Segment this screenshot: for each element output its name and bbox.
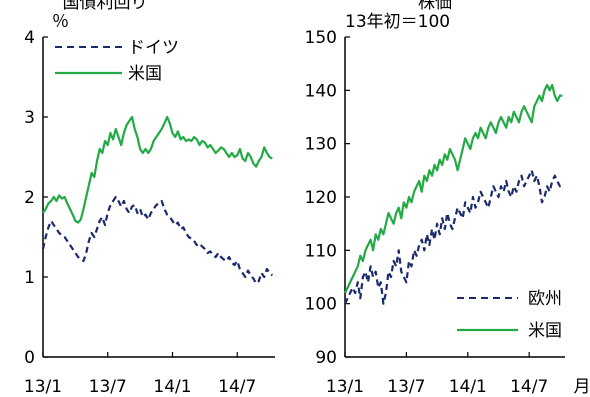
- stock-price-unit: 13年初＝100: [345, 12, 450, 32]
- x-tick-label: 14/7: [510, 377, 548, 397]
- series-line-europe: [344, 169, 563, 305]
- legend-label-us-stock: 米国: [528, 321, 562, 341]
- stock-price-title: 株価: [418, 0, 452, 13]
- x-tick-label: 13/1: [326, 377, 364, 397]
- x-tick-label: 14/7: [218, 377, 256, 397]
- y-tick-label: 3: [24, 108, 35, 128]
- y-tick-label: 150: [305, 28, 337, 48]
- stock-price-x-ticks: 13/1 13/7 14/1 14/7: [326, 352, 548, 397]
- y-tick-label: 90: [315, 348, 337, 368]
- stock-price-y-ticks: 90 100 110 120 130 140 150: [305, 28, 350, 368]
- x-tick-label: 13/7: [387, 377, 425, 397]
- x-tick-label: 14/1: [449, 377, 487, 397]
- legend-label-europe: 欧州: [528, 289, 562, 309]
- series-line-germany: [41, 195, 274, 285]
- stock-price-x-axis-label: 月: [574, 377, 590, 397]
- bond-yield-title: 国債利回り: [63, 0, 148, 13]
- bond-yield-legend: ドイツ 米国: [55, 38, 179, 84]
- y-tick-label: 140: [305, 81, 337, 101]
- y-tick-label: 110: [305, 241, 337, 261]
- series-line-us: [42, 115, 273, 224]
- legend-label-germany: ドイツ: [128, 38, 179, 58]
- y-tick-label: 1: [24, 268, 35, 288]
- y-tick-label: 100: [305, 295, 337, 315]
- x-tick-label: 13/1: [24, 377, 62, 397]
- y-tick-label: 0: [24, 348, 35, 368]
- series-line-us: [344, 83, 563, 294]
- bond-yield-chart: 国債利回り ％ 0 1 2 3 4 13/1 13/7 14/1 14/7 ドイツ 米国: [24, 0, 275, 397]
- y-tick-label: 120: [305, 188, 337, 208]
- x-tick-label: 13/7: [89, 377, 127, 397]
- x-tick-label: 14/1: [153, 377, 191, 397]
- stock-price-legend: 欧州 米国: [457, 289, 562, 341]
- legend-label-us: 米国: [128, 64, 162, 84]
- bond-yield-series: [41, 115, 274, 285]
- y-tick-label: 130: [305, 135, 337, 155]
- bond-yield-y-ticks: 0 1 2 3 4: [24, 28, 48, 368]
- bond-yield-x-ticks: 13/1 13/7 14/1 14/7: [24, 352, 256, 397]
- bond-yield-unit: ％: [52, 12, 69, 32]
- y-tick-label: 2: [24, 188, 35, 208]
- stock-price-series: [344, 83, 563, 305]
- y-tick-label: 4: [24, 28, 35, 48]
